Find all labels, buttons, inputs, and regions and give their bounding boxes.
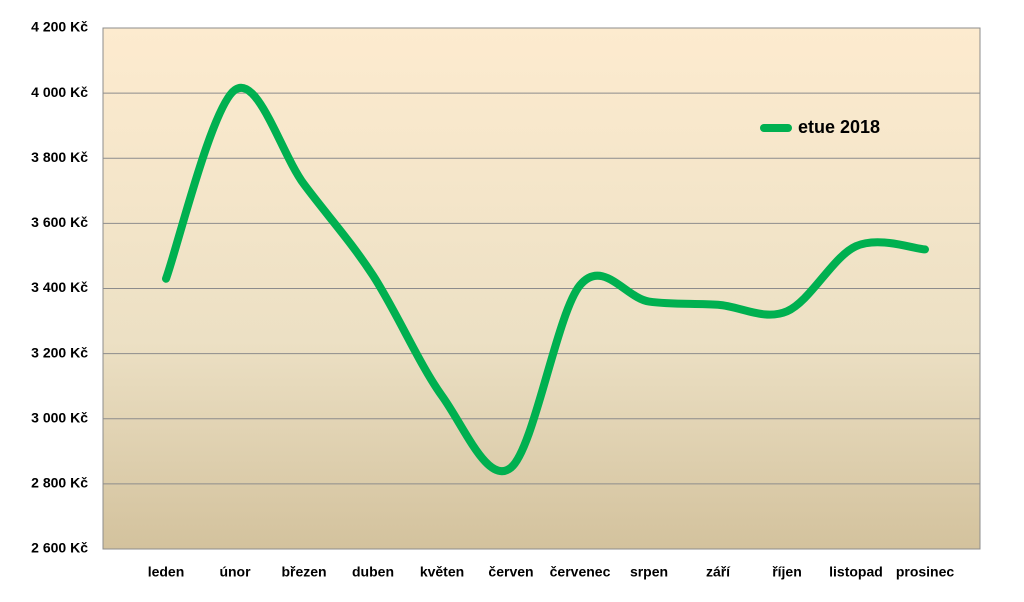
line	[162, 83, 929, 475]
y-tick-label: 3 200 Kč	[31, 344, 88, 360]
x-tick-label: květen	[420, 564, 464, 580]
y-tick-label: 4 000 Kč	[31, 84, 88, 100]
y-tick-label: 4 200 Kč	[31, 19, 88, 35]
y-tick-label: 3 400 Kč	[31, 279, 88, 295]
x-tick-label: říjen	[772, 564, 802, 580]
y-tick-label: 3 800 Kč	[31, 149, 88, 165]
x-tick-label: srpen	[630, 564, 668, 580]
x-tick-label: duben	[352, 564, 394, 580]
x-tick-label: prosinec	[896, 564, 955, 580]
x-tick-label: leden	[148, 564, 185, 580]
y-tick-label: 2 800 Kč	[31, 475, 88, 491]
x-tick-label: červen	[488, 564, 533, 580]
y-tick-label: 3 000 Kč	[31, 409, 88, 425]
legend-label: etue 2018	[798, 117, 880, 137]
x-tick-label: listopad	[829, 564, 883, 580]
x-tick-label: září	[706, 564, 731, 580]
y-tick-label: 2 600 Kč	[31, 540, 88, 556]
x-tick-label: březen	[281, 564, 326, 580]
y-tick-label: 3 600 Kč	[31, 214, 88, 230]
x-tick-label: červenec	[550, 564, 611, 580]
x-tick-label: únor	[219, 564, 251, 580]
